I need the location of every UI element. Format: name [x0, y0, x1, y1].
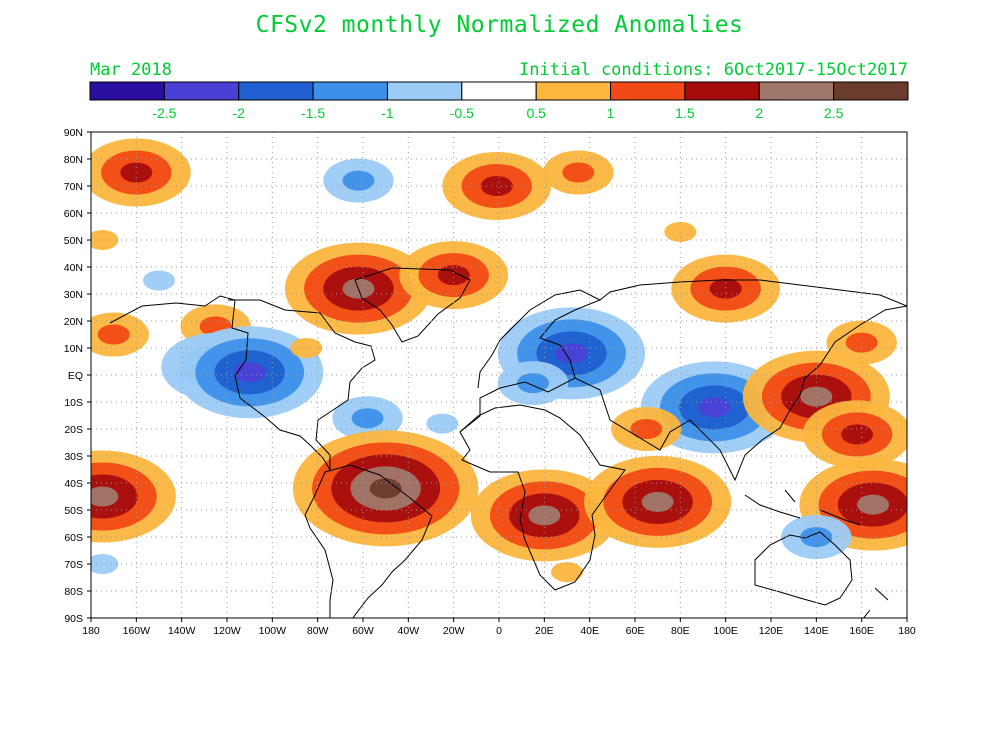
coastline-australia — [754, 531, 853, 606]
legend-swatch — [535, 81, 612, 101]
lat-label: 70S — [64, 559, 83, 571]
lat-label: 80N — [64, 154, 83, 166]
lat-label: 10N — [64, 343, 83, 355]
legend-swatch — [163, 81, 240, 101]
legend-swatch — [684, 81, 760, 101]
lon-label: 0 — [496, 625, 502, 637]
lon-label: 60W — [352, 625, 374, 637]
anomaly-contour — [97, 324, 130, 345]
anomaly-contour — [551, 562, 583, 583]
anomaly-contour — [351, 408, 384, 429]
legend-swatch — [461, 81, 537, 101]
coastline-north-america — [109, 295, 376, 472]
anomaly-contour — [426, 413, 459, 434]
anomaly-contour — [664, 221, 697, 242]
coastline-europe — [459, 289, 602, 433]
lat-label: 10S — [64, 397, 83, 409]
lat-label: 40N — [64, 262, 83, 274]
color-legend: -2.5 -2 -1.5 -1 -0.5 0.5 1 1.5 2 2.5 — [89, 81, 909, 121]
initial-conditions-label: Initial conditions: 6Oct2017-15Oct2017 — [519, 60, 908, 80]
anomaly-contour — [233, 362, 266, 383]
legend-label: -0.5 — [450, 105, 474, 121]
legend-swatch — [833, 81, 909, 101]
coastline-asia — [574, 279, 907, 482]
lon-label: 80E — [671, 625, 690, 637]
lat-label: 90S — [64, 613, 83, 625]
legend-label: 2 — [755, 105, 763, 121]
lon-label: 180 — [898, 625, 916, 637]
lat-label: EQ — [68, 370, 83, 382]
lat-label: 30S — [64, 451, 83, 463]
coastline-south-america — [304, 464, 433, 618]
anomaly-contour — [369, 478, 402, 499]
lon-label: 160E — [849, 625, 874, 637]
anomaly-contour — [555, 343, 588, 364]
anomaly-contour — [641, 491, 674, 512]
map-title: CFSv2 monthly Normalized Anomalies — [255, 12, 744, 38]
coastline-africa — [459, 404, 626, 591]
lat-label: 80S — [64, 586, 83, 598]
lon-label: 120E — [759, 625, 784, 637]
anomaly-contour — [800, 386, 833, 407]
lat-label: 20S — [64, 424, 83, 436]
lon-label: 20W — [443, 625, 465, 637]
valid-month-label: Mar 2018 — [90, 60, 172, 80]
lat-label: 20N — [64, 316, 83, 328]
legend-swatch — [89, 81, 165, 101]
lon-label: 140E — [804, 625, 829, 637]
lat-label: 60N — [64, 208, 83, 220]
anomaly-contour — [143, 270, 175, 291]
lon-label: 80W — [307, 625, 329, 637]
lat-label: 60S — [64, 532, 83, 544]
lat-label: 50S — [64, 505, 83, 517]
lon-label: 100W — [259, 625, 287, 637]
anomaly-contour — [562, 162, 595, 183]
lon-label: 180 — [82, 625, 100, 637]
anomaly-map: 90N 80N 70N 60N 50N 40N 30N 20N 10N EQ 10S 20S 30S 40… — [64, 127, 916, 637]
lon-label: 140W — [168, 625, 196, 637]
legend-label: -2 — [233, 105, 246, 121]
legend-swatch — [386, 81, 463, 101]
legend-label: 1.5 — [675, 105, 695, 121]
grid-layer — [91, 132, 907, 618]
lon-label: 120W — [213, 625, 241, 637]
legend-label: 2.5 — [824, 105, 844, 121]
lat-label: 90N — [64, 127, 83, 139]
legend-swatch — [758, 81, 835, 101]
coastline-layer — [109, 267, 907, 618]
lon-label: 40W — [398, 625, 420, 637]
legend-label: 1 — [607, 105, 615, 121]
anomaly-contour — [342, 170, 375, 191]
coastline-new-zealand — [862, 587, 889, 618]
anomaly-contour — [91, 486, 119, 507]
coastline-greenland — [354, 267, 471, 343]
legend-label: -1 — [381, 105, 394, 121]
anomaly-contour — [91, 554, 119, 574]
anomaly-contour — [91, 230, 119, 250]
legend-label: -1.5 — [301, 105, 325, 121]
anomaly-contour — [517, 373, 549, 394]
coastline-indonesia — [744, 489, 861, 526]
legend-label: 0.5 — [526, 105, 546, 121]
anomaly-contour — [709, 278, 742, 299]
lat-label: 30N — [64, 289, 83, 301]
legend-swatch — [312, 81, 388, 101]
lon-label: 160W — [123, 625, 151, 637]
lon-label: 20E — [535, 625, 554, 637]
axes-layer: 90N 80N 70N 60N 50N 40N 30N 20N 10N EQ 10S 20S 30S 40… — [64, 127, 916, 637]
legend-swatch — [610, 81, 686, 101]
legend-swatch — [238, 81, 314, 101]
lon-label: 60E — [626, 625, 645, 637]
legend-label: -2.5 — [152, 105, 176, 121]
lat-label: 40S — [64, 478, 83, 490]
lon-label: 100E — [713, 625, 738, 637]
lon-label: 40E — [580, 625, 599, 637]
anomaly-contour — [841, 424, 874, 445]
lat-label: 50N — [64, 235, 83, 247]
lat-label: 70N — [64, 181, 83, 193]
